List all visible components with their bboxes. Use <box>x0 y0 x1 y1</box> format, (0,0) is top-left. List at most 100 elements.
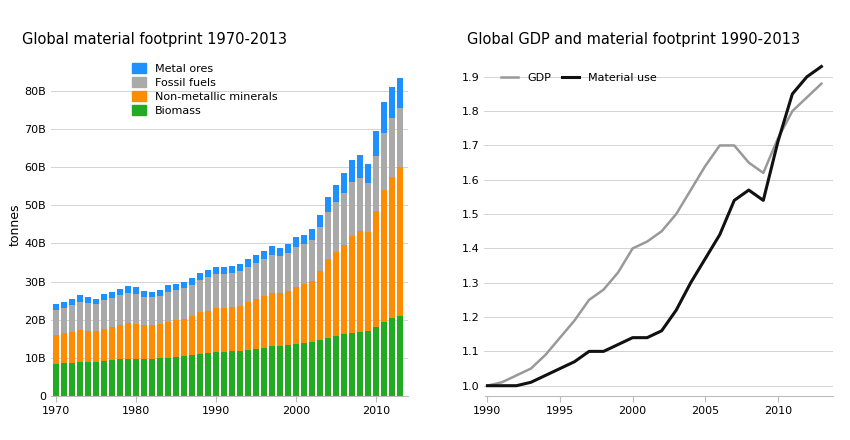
Material use <box>570 359 580 364</box>
Bar <box>269 346 275 396</box>
Bar <box>133 287 139 294</box>
Bar <box>221 352 227 396</box>
Bar <box>245 267 251 302</box>
GDP <box>613 270 623 275</box>
Bar <box>181 356 187 396</box>
Bar <box>261 348 267 396</box>
Bar <box>269 293 275 346</box>
Bar <box>53 310 59 335</box>
GDP <box>482 383 492 389</box>
Bar <box>53 335 59 363</box>
Material use <box>613 342 623 347</box>
GDP <box>584 297 594 303</box>
Bar <box>149 325 155 359</box>
Bar <box>60 302 67 308</box>
Legend: Metal ores, Fossil fuels, Non-metallic minerals, Biomass: Metal ores, Fossil fuels, Non-metallic m… <box>128 59 281 121</box>
Bar <box>205 353 211 396</box>
Material use <box>526 380 536 385</box>
Bar <box>140 326 147 359</box>
Bar <box>373 211 379 327</box>
Legend: GDP, Material use: GDP, Material use <box>497 69 660 88</box>
Bar <box>76 302 83 330</box>
Bar <box>116 289 123 295</box>
Bar <box>205 311 211 353</box>
Bar <box>277 256 283 293</box>
Bar <box>149 292 155 297</box>
Bar <box>125 323 131 359</box>
Bar <box>357 332 363 396</box>
Bar <box>85 331 91 362</box>
Bar <box>196 312 203 354</box>
Bar <box>245 259 251 267</box>
Bar <box>229 307 235 352</box>
Bar <box>285 291 292 345</box>
Bar <box>388 117 395 177</box>
Bar <box>212 267 219 274</box>
Bar <box>301 244 307 284</box>
Bar <box>53 363 59 396</box>
Bar <box>245 350 251 396</box>
GDP <box>496 380 507 385</box>
Bar <box>100 294 107 300</box>
Bar <box>277 293 283 346</box>
Bar <box>301 343 307 396</box>
Bar <box>85 297 91 303</box>
Bar <box>181 288 187 319</box>
Bar <box>173 283 179 290</box>
Bar <box>69 332 75 363</box>
Material use <box>758 198 768 203</box>
Bar <box>341 245 347 334</box>
Bar <box>245 302 251 350</box>
Bar <box>133 323 139 359</box>
Bar <box>317 271 323 340</box>
Bar <box>221 308 227 352</box>
Bar <box>100 361 107 396</box>
Line: Material use: Material use <box>487 66 821 386</box>
Bar <box>269 255 275 293</box>
GDP <box>656 229 666 234</box>
Bar <box>156 324 163 358</box>
Bar <box>156 290 163 296</box>
GDP <box>642 239 652 244</box>
Bar <box>125 286 131 293</box>
Bar <box>365 183 371 232</box>
Material use <box>744 187 754 193</box>
Bar <box>165 286 171 292</box>
Bar <box>325 260 332 337</box>
Bar <box>252 254 259 263</box>
Material use <box>787 92 797 97</box>
Material use <box>555 366 565 371</box>
GDP <box>700 163 711 169</box>
GDP <box>570 318 580 323</box>
Bar <box>189 285 196 316</box>
Bar <box>348 183 355 236</box>
Bar <box>76 295 83 302</box>
Bar <box>140 359 147 396</box>
Bar <box>156 296 163 324</box>
GDP <box>671 212 681 217</box>
Bar <box>341 193 347 245</box>
Bar <box>60 334 67 363</box>
Bar <box>165 322 171 358</box>
Bar <box>292 344 299 396</box>
Bar <box>261 259 267 297</box>
Bar <box>348 160 355 183</box>
Bar <box>397 167 403 316</box>
Bar <box>252 263 259 299</box>
Bar <box>60 363 67 396</box>
Material use <box>541 373 551 378</box>
Material use <box>598 349 609 354</box>
Bar <box>325 197 332 212</box>
Bar <box>236 306 243 351</box>
Material use <box>512 383 522 389</box>
Bar <box>116 325 123 359</box>
Bar <box>236 264 243 271</box>
Bar <box>365 164 371 183</box>
GDP <box>686 187 696 193</box>
Bar <box>292 237 299 246</box>
Bar <box>93 304 99 331</box>
Bar <box>189 355 196 396</box>
Text: Global material footprint 1970-2013: Global material footprint 1970-2013 <box>22 33 287 48</box>
Material use <box>627 335 638 340</box>
Bar <box>189 316 196 355</box>
